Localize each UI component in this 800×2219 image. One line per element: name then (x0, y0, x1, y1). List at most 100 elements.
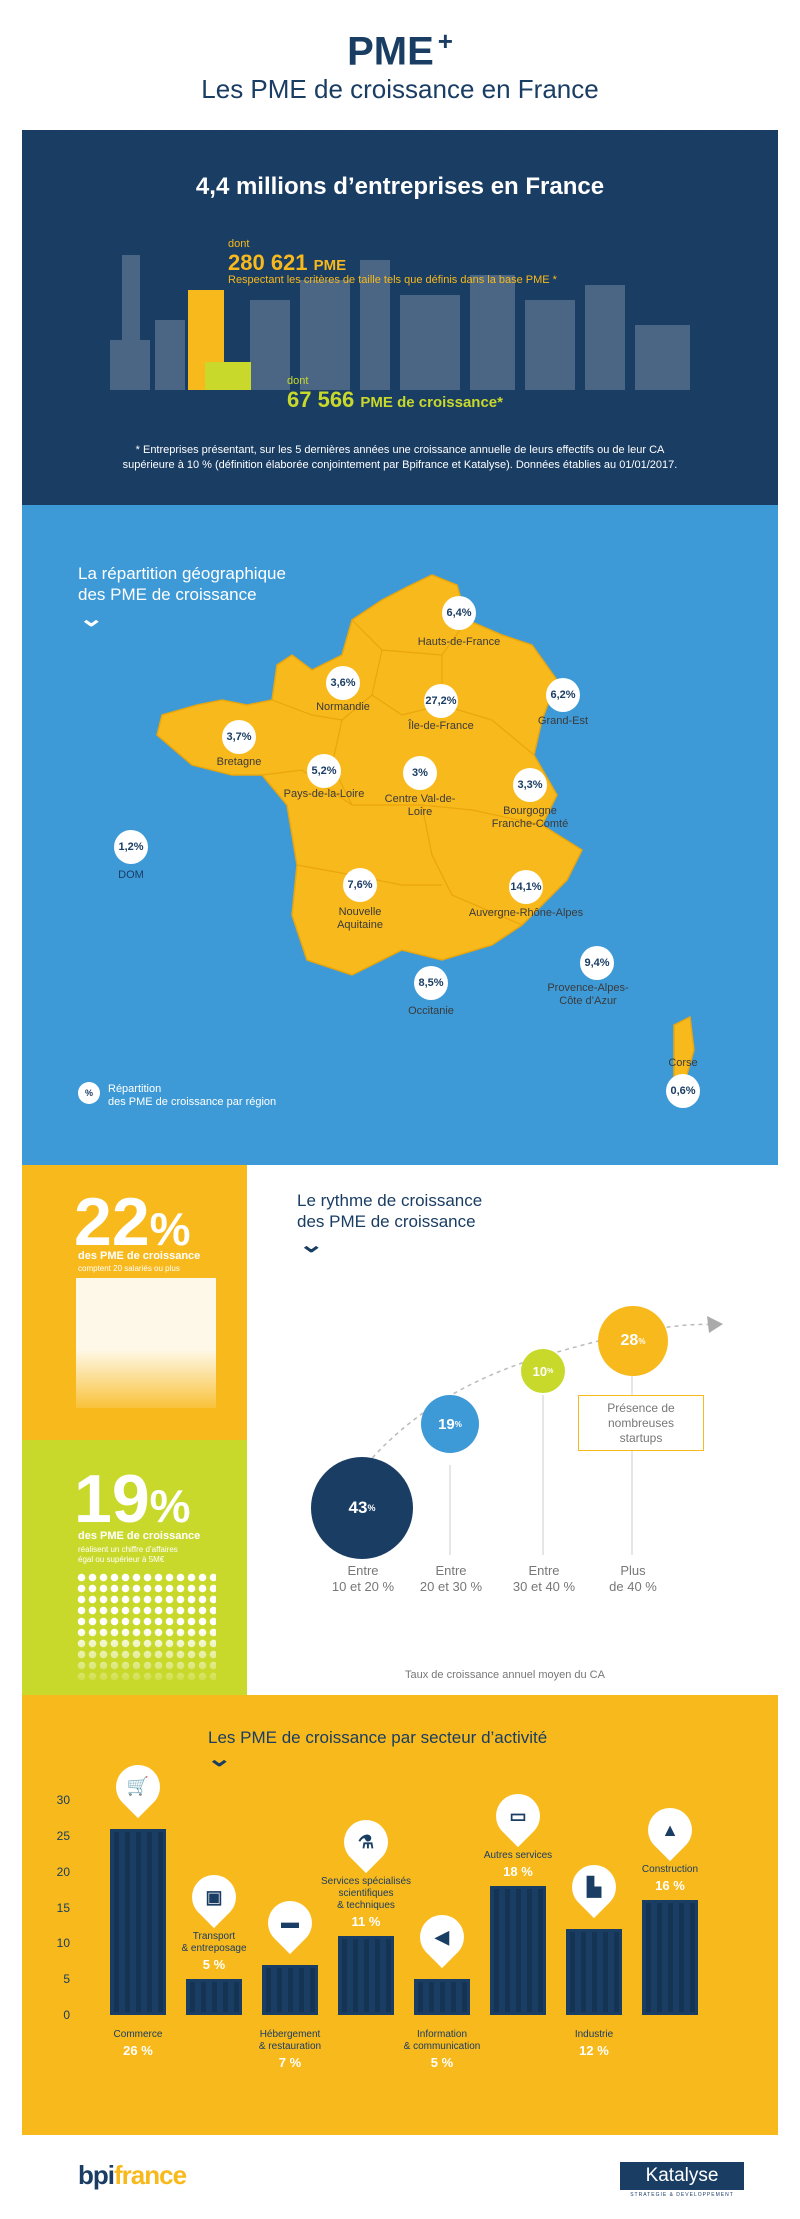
sector-bar (490, 1886, 546, 2015)
sector-bar (642, 1900, 698, 2015)
sector-category-label: Commerce (113, 2029, 163, 2040)
region-label: Centre Val-de-Loire (384, 793, 456, 818)
euro-icon-grid (76, 1572, 216, 1682)
region-label: Bourgogne Franche-Comté (491, 805, 569, 830)
sector-value-label: 11 % (351, 1914, 381, 1930)
sector-bar-chart: 0 5 10 15 20 25 30 Commerce 26 % 🛒 Transport & entr… (22, 1695, 778, 2135)
people-icon-grid (76, 1278, 216, 1408)
region-pct: 5,2% (307, 754, 341, 788)
sector-value-label: 26 % (123, 2043, 153, 2058)
revenue-stat-sublabel: réalisent un chiffre d’affaires égal ou s… (78, 1545, 178, 1564)
region-pct: 1,2% (114, 830, 148, 864)
region-label: Normandie (316, 701, 370, 713)
sector-bar (186, 1979, 242, 2015)
revenue-stat-value: 19% (74, 1461, 191, 1537)
sector-value-label: 16 % (655, 1878, 685, 1894)
y-tick-label: 15 (56, 1900, 70, 1915)
sector-bar (262, 1964, 318, 2015)
bpifrance-logo: bpifrance (78, 2160, 187, 2190)
sector-bar (566, 1929, 622, 2015)
page-title: PME + (347, 26, 453, 74)
region-label: Occitanie (408, 1005, 454, 1017)
cart-icon: 🛒 (126, 1776, 150, 1797)
growth-dont: dont (287, 375, 309, 387)
rhythm-label: Entre 30 et 40 % (512, 1563, 576, 1594)
region-label: Île-de-France (408, 720, 474, 732)
sector-value-label: 5 % (202, 1957, 226, 1973)
sector-category-label: Hébergement & restauration (258, 2029, 322, 2052)
sector-value-label: 18 % (503, 1864, 533, 1879)
rhythm-axis-label: Taux de croissance annuel moyen du CA (405, 1669, 605, 1681)
growth-building (205, 362, 251, 390)
employees-stat-value: 22% (74, 1184, 191, 1260)
monitor-icon: ▭ (509, 1805, 527, 1826)
y-tick-label: 5 (63, 1972, 70, 1987)
page-subtitle: Les PME de croissance en France (201, 74, 599, 104)
sector-category-label: Information & communication (403, 2029, 481, 2052)
sector-value-label: 12 % (579, 2043, 609, 2058)
sector-bar (414, 1979, 470, 2015)
region-label: Provence-Alpes-Côte d’Azur (547, 982, 629, 1007)
pme-description: Respectant les critères de taille tels q… (228, 274, 557, 286)
chevron-down-icon: ⌄ (78, 606, 105, 631)
bus-icon: ▣ (205, 1886, 223, 1907)
sector-value-label: 5 % (430, 2055, 454, 2070)
katalyse-tagline: STRATEGIE & DEVELOPPEMENT (630, 2192, 734, 2198)
bed-icon: ▬ (281, 1912, 299, 1933)
revenue-stat-label: des PME de croissance (78, 1530, 201, 1542)
region-pct: 7,6% (343, 868, 377, 902)
rhythm-title: Le rythme de croissance des PME de croiss… (297, 1191, 483, 1231)
megaphone-icon: ◀ (435, 1926, 449, 1947)
y-tick-label: 30 (56, 1793, 70, 1807)
factory-icon: ▙ (587, 1876, 601, 1897)
rhythm-circle-2: 19% (421, 1395, 479, 1453)
map-legend: Répartition des PME de croissance par rég… (108, 1083, 277, 1108)
map-title: La répartition géographique des PME de cr… (78, 564, 286, 604)
chevron-down-icon: ⌄ (206, 1746, 233, 1771)
region-label: Grand-Est (537, 715, 589, 727)
sector-bar (338, 1936, 394, 2015)
y-tick-label: 20 (56, 1864, 70, 1879)
region-label: Bretagne (216, 756, 262, 768)
rhythm-label: Entre 20 et 30 % (419, 1563, 483, 1594)
region-pct: 3% (403, 756, 437, 790)
sector-category-label: Industrie (574, 2029, 614, 2040)
flask-icon: ⚗ (357, 1831, 375, 1852)
y-tick-label: 10 (56, 1936, 70, 1951)
startup-note: Présence de nombreuses startups (578, 1395, 704, 1451)
katalyse-logo: Katalyse (620, 2162, 744, 2190)
overview-title: 4,4 millions d’entreprises en France (195, 173, 605, 200)
legend-symbol: % (78, 1082, 100, 1104)
chevron-down-icon: ⌄ (298, 1232, 325, 1257)
employees-stat-label: des PME de croissance (78, 1250, 201, 1262)
sector-category-label: Construction (641, 1864, 699, 1876)
skyline-illustration (110, 255, 690, 390)
rhythm-circle-1: 43% (311, 1457, 413, 1559)
region-label: Corse (668, 1057, 698, 1069)
region-pct: 3,7% (222, 720, 256, 754)
sector-category-label: Autres services (483, 1850, 553, 1861)
rhythm-label: Entre 10 et 20 % (331, 1563, 395, 1594)
region-pct: 6,4% (442, 596, 476, 630)
plus-icon: + (437, 26, 453, 56)
rhythm-circle-4: 28% (598, 1306, 668, 1376)
sector-category-label: Services spécialisés scientifiques & techn… (320, 1876, 412, 1912)
y-tick-label: 25 (56, 1828, 70, 1843)
region-label: Auvergne-Rhône-Alpes (468, 907, 584, 919)
sector-chart-title: Les PME de croissance par secteur d’acti… (208, 1728, 548, 1747)
wave-edge (22, 131, 778, 138)
region-pct: 8,5% (414, 966, 448, 1000)
region-pct: 14,1% (509, 870, 543, 904)
y-tick-label: 0 (63, 2008, 70, 2022)
sector-category-label: Transport & entreposage (181, 1931, 247, 1955)
pme-dont: dont (228, 238, 250, 250)
region-pct: 3,3% (513, 768, 547, 802)
employees-stat-sublabel: comptent 20 salariés ou plus (78, 1264, 180, 1273)
rhythm-label: Plus de 40 % (609, 1563, 657, 1594)
overview-footnote: * Entreprises présentant, sur les 5 dern… (122, 444, 678, 471)
region-pct: 0,6% (666, 1074, 700, 1108)
region-pct: 6,2% (546, 678, 580, 712)
sector-bar (110, 1828, 166, 2015)
sector-value-label: 7 % (278, 2055, 302, 2070)
region-label: Pays-de-la-Loire (283, 788, 365, 800)
